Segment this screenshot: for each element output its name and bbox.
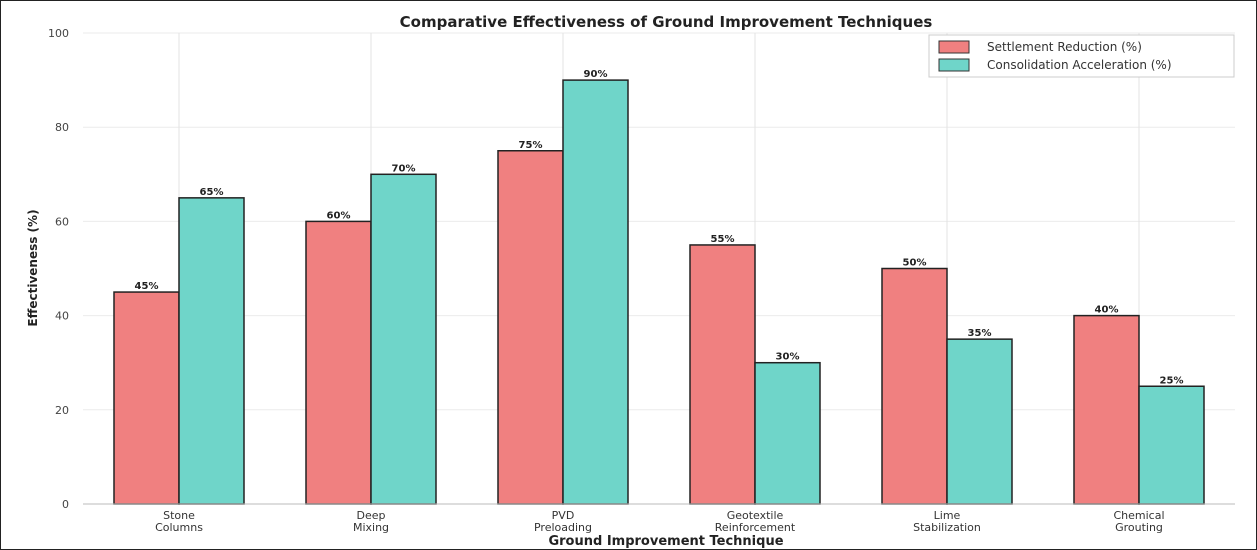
x-tick-label: Lime Stabilization <box>913 509 981 534</box>
bar-settlement-reduction <box>689 244 756 505</box>
y-tick-label: 100 <box>48 27 69 40</box>
x-tick-label-line: PVD <box>552 509 575 522</box>
data-label: 65% <box>200 187 224 198</box>
axes-layer: 0 20 40 60 80 100 Stone Columns Deep Mixing PVD Pre… <box>48 27 1235 534</box>
x-tick-label-line: Deep <box>357 509 386 522</box>
x-tick-label-line: Chemical <box>1113 509 1164 522</box>
y-tick-label: 40 <box>55 310 69 323</box>
x-tick-label-line: Mixing <box>353 521 389 534</box>
bars-layer: 45% 60% 75% 55% 50% 40% 65% 70% 90% 30% 35% 25% <box>113 69 1205 505</box>
y-tick-label: 0 <box>62 498 69 511</box>
data-label: 25% <box>1160 375 1184 386</box>
legend: Settlement Reduction (%) Consolidation A… <box>928 34 1235 78</box>
x-tick-label: Stone Columns <box>155 509 203 534</box>
data-label: 50% <box>903 258 927 269</box>
legend-box <box>928 34 1235 78</box>
x-tick-label-line: Stabilization <box>913 521 981 534</box>
legend-label-consolidation: Consolidation Acceleration (%) <box>987 58 1172 72</box>
bar-settlement-reduction <box>113 291 180 505</box>
data-label: 75% <box>519 140 543 151</box>
bar-settlement-reduction <box>1073 314 1140 505</box>
x-tick-label: PVD Preloading <box>534 509 592 534</box>
x-tick-label: Deep Mixing <box>353 509 389 534</box>
x-axis-title: Ground Improvement Technique <box>548 534 783 549</box>
y-tick-label: 20 <box>55 404 69 417</box>
data-label: 55% <box>711 234 735 245</box>
y-tick-label: 80 <box>55 121 69 134</box>
bar-settlement-reduction <box>305 220 372 505</box>
x-tick-label-line: Reinforcement <box>715 521 796 534</box>
bar-consolidation-acceleration <box>562 79 629 505</box>
legend-swatch-consolidation <box>938 58 970 72</box>
x-tick-label-line: Grouting <box>1115 521 1163 534</box>
legend-label-settlement: Settlement Reduction (%) <box>987 40 1142 54</box>
legend-swatch-settlement <box>938 40 970 54</box>
y-tick-label: 60 <box>55 215 69 228</box>
data-label: 40% <box>1095 305 1119 316</box>
x-tick-label-line: Stone <box>163 509 195 522</box>
x-tick-label-line: Columns <box>155 521 203 534</box>
x-tick-label-line: Preloading <box>534 521 592 534</box>
data-label: 35% <box>968 328 992 339</box>
data-label: 30% <box>776 352 800 363</box>
x-tick-label: Geotextile Reinforcement <box>715 509 796 534</box>
data-label: 70% <box>392 163 416 174</box>
x-tick-label-line: Geotextile <box>727 509 784 522</box>
data-label: 60% <box>327 210 351 221</box>
bar-consolidation-acceleration <box>946 338 1013 505</box>
x-tick-label-line: Lime <box>934 509 961 522</box>
grid-layer <box>83 32 1235 505</box>
bar-settlement-reduction <box>497 150 564 505</box>
bar-consolidation-acceleration <box>1138 385 1205 505</box>
chart-title: Comparative Effectiveness of Ground Impr… <box>400 13 933 31</box>
bar-consolidation-acceleration <box>754 361 821 505</box>
bar-consolidation-acceleration <box>370 173 437 505</box>
bar-settlement-reduction <box>881 267 948 505</box>
bar-consolidation-acceleration <box>178 197 245 505</box>
data-label: 90% <box>584 69 608 80</box>
data-label: 45% <box>135 281 159 292</box>
y-axis-title: Effectiveness (%) <box>26 209 40 326</box>
x-tick-label: Chemical Grouting <box>1113 509 1164 534</box>
